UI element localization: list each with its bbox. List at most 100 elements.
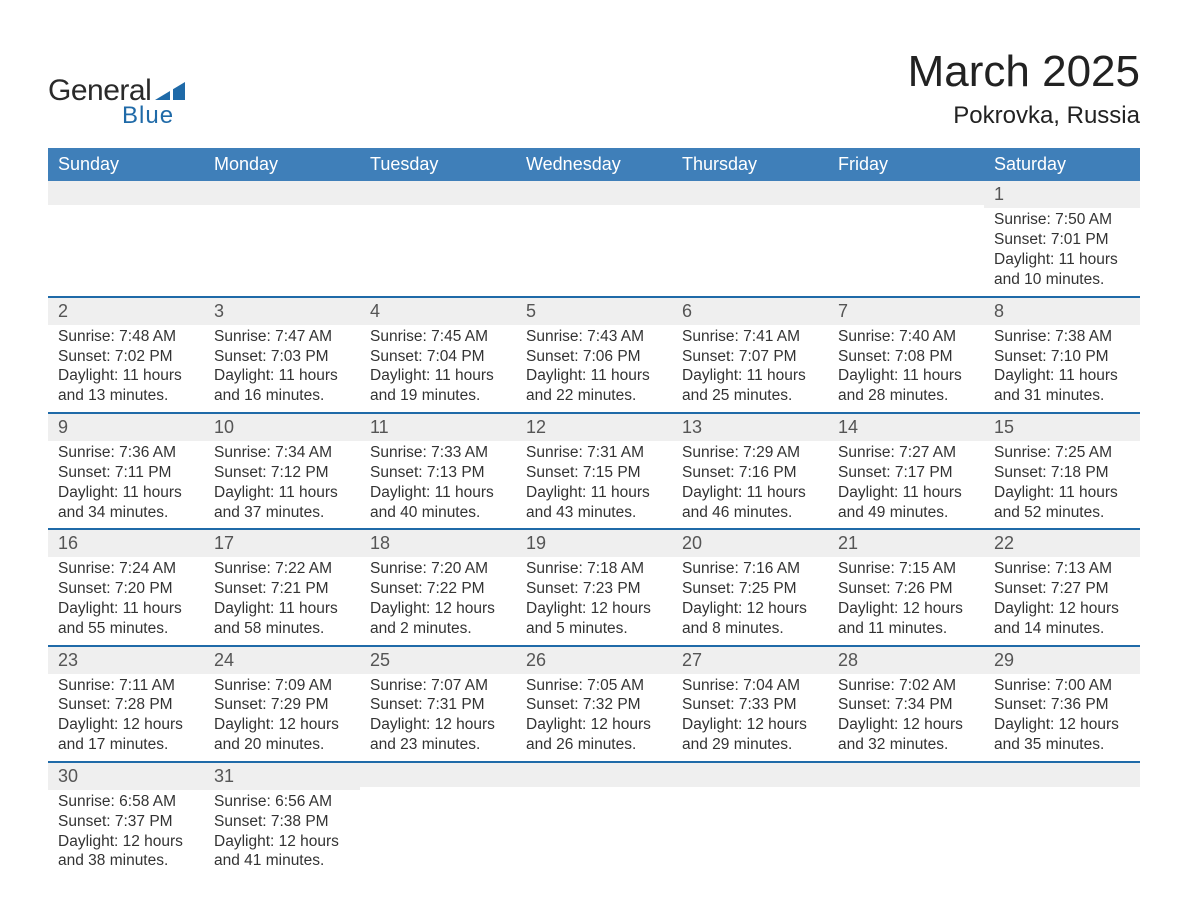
calendar-day-cell: 7Sunrise: 7:40 AMSunset: 7:08 PMDaylight… [828,297,984,413]
day-number [828,763,984,787]
sunrise-line: Sunrise: 7:41 AM [682,327,818,347]
daylight-line: Daylight: 12 hours and 23 minutes. [370,715,506,755]
sunrise-line: Sunrise: 7:00 AM [994,676,1130,696]
sunset-line: Sunset: 7:27 PM [994,579,1130,599]
day-number: 14 [828,414,984,441]
sunrise-line: Sunrise: 7:38 AM [994,327,1130,347]
day-number: 22 [984,530,1140,557]
sunrise-line: Sunrise: 7:18 AM [526,559,662,579]
daylight-line: Daylight: 11 hours and 34 minutes. [58,483,194,523]
calendar-day-cell: 20Sunrise: 7:16 AMSunset: 7:25 PMDayligh… [672,529,828,645]
calendar-week-row: 16Sunrise: 7:24 AMSunset: 7:20 PMDayligh… [48,529,1140,645]
calendar-day-cell: 6Sunrise: 7:41 AMSunset: 7:07 PMDaylight… [672,297,828,413]
calendar-empty-cell [516,762,672,877]
calendar-day-cell: 3Sunrise: 7:47 AMSunset: 7:03 PMDaylight… [204,297,360,413]
day-header: Monday [204,148,360,181]
day-number: 20 [672,530,828,557]
sunrise-line: Sunrise: 6:58 AM [58,792,194,812]
sunrise-line: Sunrise: 7:29 AM [682,443,818,463]
daylight-line: Daylight: 12 hours and 41 minutes. [214,832,350,872]
daylight-line: Daylight: 11 hours and 37 minutes. [214,483,350,523]
calendar-day-cell: 19Sunrise: 7:18 AMSunset: 7:23 PMDayligh… [516,529,672,645]
sunrise-line: Sunrise: 7:15 AM [838,559,974,579]
logo-text-blue: Blue [122,104,185,128]
day-details [360,787,516,795]
day-details: Sunrise: 7:48 AMSunset: 7:02 PMDaylight:… [48,325,204,412]
daylight-line: Daylight: 12 hours and 38 minutes. [58,832,194,872]
calendar-day-cell: 27Sunrise: 7:04 AMSunset: 7:33 PMDayligh… [672,646,828,762]
page-title: March 2025 [908,48,1140,96]
sunset-line: Sunset: 7:33 PM [682,695,818,715]
day-details: Sunrise: 7:15 AMSunset: 7:26 PMDaylight:… [828,557,984,644]
sunrise-line: Sunrise: 7:11 AM [58,676,194,696]
day-details: Sunrise: 7:36 AMSunset: 7:11 PMDaylight:… [48,441,204,528]
calendar-day-cell: 15Sunrise: 7:25 AMSunset: 7:18 PMDayligh… [984,413,1140,529]
sunset-line: Sunset: 7:31 PM [370,695,506,715]
day-number: 6 [672,298,828,325]
day-header: Wednesday [516,148,672,181]
calendar-day-cell: 17Sunrise: 7:22 AMSunset: 7:21 PMDayligh… [204,529,360,645]
day-details: Sunrise: 7:47 AMSunset: 7:03 PMDaylight:… [204,325,360,412]
day-number: 11 [360,414,516,441]
sunset-line: Sunset: 7:20 PM [58,579,194,599]
calendar-week-row: 30Sunrise: 6:58 AMSunset: 7:37 PMDayligh… [48,762,1140,877]
calendar-week-row: 2Sunrise: 7:48 AMSunset: 7:02 PMDaylight… [48,297,1140,413]
day-number: 4 [360,298,516,325]
sunrise-line: Sunrise: 7:33 AM [370,443,506,463]
calendar-day-cell: 28Sunrise: 7:02 AMSunset: 7:34 PMDayligh… [828,646,984,762]
day-details [516,787,672,795]
day-details: Sunrise: 7:22 AMSunset: 7:21 PMDaylight:… [204,557,360,644]
day-number [984,763,1140,787]
day-details [828,787,984,795]
day-number: 18 [360,530,516,557]
sunrise-line: Sunrise: 7:48 AM [58,327,194,347]
day-details: Sunrise: 7:16 AMSunset: 7:25 PMDaylight:… [672,557,828,644]
daylight-line: Daylight: 11 hours and 16 minutes. [214,366,350,406]
daylight-line: Daylight: 11 hours and 19 minutes. [370,366,506,406]
calendar-day-cell: 30Sunrise: 6:58 AMSunset: 7:37 PMDayligh… [48,762,204,877]
calendar-empty-cell [516,181,672,296]
sunrise-line: Sunrise: 7:07 AM [370,676,506,696]
daylight-line: Daylight: 11 hours and 55 minutes. [58,599,194,639]
day-number: 28 [828,647,984,674]
location: Pokrovka, Russia [908,102,1140,130]
sunset-line: Sunset: 7:01 PM [994,230,1130,250]
calendar-day-cell: 13Sunrise: 7:29 AMSunset: 7:16 PMDayligh… [672,413,828,529]
sunrise-line: Sunrise: 7:04 AM [682,676,818,696]
daylight-line: Daylight: 11 hours and 52 minutes. [994,483,1130,523]
daylight-line: Daylight: 11 hours and 46 minutes. [682,483,818,523]
calendar-day-cell: 8Sunrise: 7:38 AMSunset: 7:10 PMDaylight… [984,297,1140,413]
calendar-empty-cell [828,762,984,877]
sunset-line: Sunset: 7:15 PM [526,463,662,483]
daylight-line: Daylight: 11 hours and 28 minutes. [838,366,974,406]
sunrise-line: Sunrise: 7:40 AM [838,327,974,347]
day-number: 10 [204,414,360,441]
day-details: Sunrise: 7:09 AMSunset: 7:29 PMDaylight:… [204,674,360,761]
sunrise-line: Sunrise: 7:22 AM [214,559,350,579]
sunset-line: Sunset: 7:11 PM [58,463,194,483]
calendar-week-row: 23Sunrise: 7:11 AMSunset: 7:28 PMDayligh… [48,646,1140,762]
day-header: Friday [828,148,984,181]
daylight-line: Daylight: 12 hours and 35 minutes. [994,715,1130,755]
day-number: 12 [516,414,672,441]
day-number [672,763,828,787]
day-number: 31 [204,763,360,790]
sunset-line: Sunset: 7:13 PM [370,463,506,483]
daylight-line: Daylight: 12 hours and 11 minutes. [838,599,974,639]
daylight-line: Daylight: 11 hours and 40 minutes. [370,483,506,523]
calendar-day-cell: 25Sunrise: 7:07 AMSunset: 7:31 PMDayligh… [360,646,516,762]
calendar-page: General Blue March 2025 Pokrovka, Russia… [0,0,1188,918]
sunset-line: Sunset: 7:04 PM [370,347,506,367]
day-details: Sunrise: 7:11 AMSunset: 7:28 PMDaylight:… [48,674,204,761]
day-details: Sunrise: 7:18 AMSunset: 7:23 PMDaylight:… [516,557,672,644]
sunset-line: Sunset: 7:34 PM [838,695,974,715]
sunset-line: Sunset: 7:38 PM [214,812,350,832]
calendar-week-row: 9Sunrise: 7:36 AMSunset: 7:11 PMDaylight… [48,413,1140,529]
sunset-line: Sunset: 7:17 PM [838,463,974,483]
day-details [984,787,1140,795]
day-number: 23 [48,647,204,674]
day-details: Sunrise: 7:27 AMSunset: 7:17 PMDaylight:… [828,441,984,528]
day-number: 19 [516,530,672,557]
sunset-line: Sunset: 7:23 PM [526,579,662,599]
calendar-empty-cell [360,762,516,877]
